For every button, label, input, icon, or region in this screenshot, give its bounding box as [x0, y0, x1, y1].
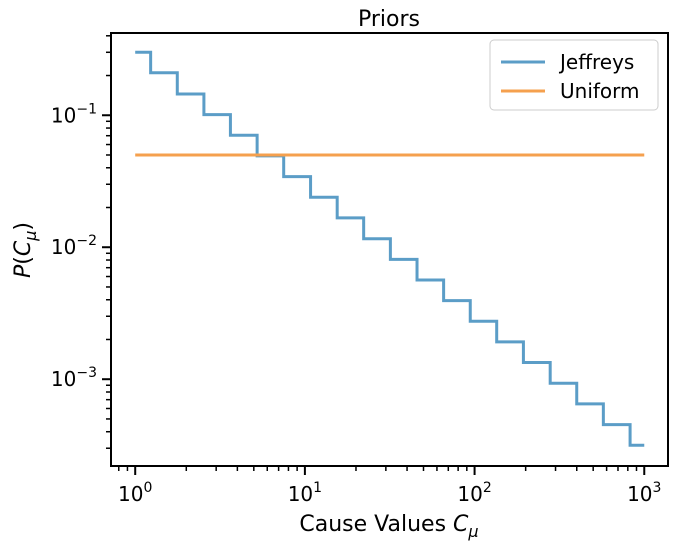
y-tick-label: 10−1	[51, 101, 97, 127]
x-tick-label: 103	[627, 480, 661, 506]
axis-ticks: 100 101 102 103 10−3 10−2 10−1	[51, 35, 661, 506]
y-tick-label: 10−2	[51, 233, 97, 259]
chart-title: Priors	[358, 7, 420, 32]
series-line-jeffreys	[135, 50, 645, 447]
legend-label-uniform: Uniform	[560, 79, 640, 103]
x-tick-label: 102	[457, 480, 491, 506]
y-axis-label: P(Cμ)	[11, 222, 40, 278]
x-tick-label: 100	[118, 480, 152, 506]
legend-label-jeffreys: Jeffreys	[558, 50, 634, 74]
x-axis-label: Cause Values Cμ	[299, 512, 478, 541]
plot-area	[135, 50, 645, 447]
x-tick-label: 101	[288, 480, 322, 506]
plot-frame	[110, 32, 669, 467]
legend: Jeffreys Uniform	[489, 39, 659, 111]
y-tick-label: 10−3	[51, 365, 97, 391]
